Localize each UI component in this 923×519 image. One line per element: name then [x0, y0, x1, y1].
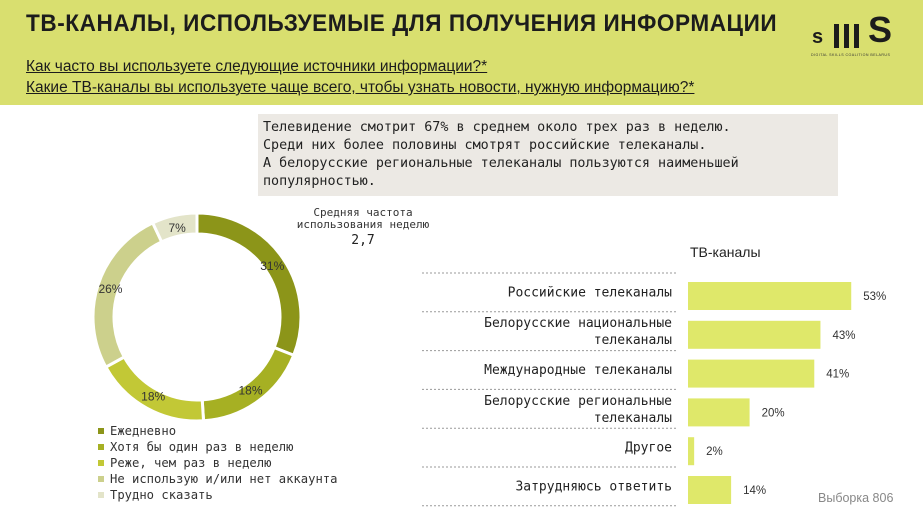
skills-logo: s S DIGITAL SKILLS COALITION BELARUS — [811, 9, 893, 58]
bar-value-label: 20% — [762, 407, 785, 419]
note-line: Среди них более половины смотрят российс… — [263, 138, 707, 153]
category-label: Белорусские региональные — [484, 394, 672, 409]
bar — [688, 476, 732, 504]
category-label: Белорусские национальные — [484, 316, 672, 331]
legend-swatch — [98, 428, 104, 434]
legend-label: Не использую и/или нет аккаунта — [110, 472, 338, 486]
survey-question-channels: Какие ТВ-каналы вы используете чаще всег… — [26, 79, 695, 96]
sample-size: Выборка 806 — [818, 491, 894, 505]
survey-question-frequency: Как часто вы используете следующие источ… — [26, 58, 488, 75]
legend-item: Не использую и/или нет аккаунта — [98, 471, 337, 487]
donut-value-label: 7% — [168, 221, 186, 235]
bar — [688, 398, 750, 427]
average-frequency-value: 2,7 — [351, 233, 375, 248]
bar-value-label: 53% — [863, 291, 886, 303]
bar-value-label: 43% — [832, 330, 855, 342]
legend-item: Трудно сказать — [98, 487, 337, 503]
legend-swatch — [98, 444, 104, 450]
summary-note: Телевидение смотрит 67% в среднем около … — [258, 114, 838, 196]
average-frequency-label: использования неделю — [296, 218, 430, 231]
donut-value-label: 18% — [141, 390, 165, 404]
tv-channels-title: ТВ-каналы — [690, 244, 761, 260]
donut-value-label: 26% — [98, 282, 122, 296]
bar — [688, 320, 821, 349]
donut-value-label: 31% — [260, 259, 284, 273]
average-frequency-label: Средняя частота — [313, 206, 413, 219]
legend-swatch — [98, 492, 104, 498]
legend-label: Ежедневно — [110, 424, 177, 438]
category-label: Другое — [625, 441, 672, 456]
legend-label: Трудно сказать — [110, 488, 213, 502]
category-label: Российские телеканалы — [508, 285, 673, 300]
category-label: Международные телеканалы — [484, 363, 672, 378]
page-title: ТВ-КАНАЛЫ, ИСПОЛЬЗУЕМЫЕ ДЛЯ ПОЛУЧЕНИЯ ИН… — [26, 10, 778, 37]
legend-swatch — [98, 476, 104, 482]
donut-slice — [150, 211, 199, 244]
note-line: Телевидение смотрит 67% в среднем около … — [263, 120, 731, 135]
bar — [688, 359, 815, 388]
header-banner — [0, 0, 923, 105]
category-label: телеканалы — [594, 333, 672, 348]
legend-label: Реже, чем раз в неделю — [110, 456, 272, 470]
average-frequency: Средняя частота использования неделю 2,7 — [283, 206, 443, 248]
tv-channels-bar-chart: Российские телеканалы 53% Белорусские наци… — [422, 272, 886, 507]
donut-legend: Ежедневно Хотя бы один раз в неделю Реже, … — [98, 423, 337, 503]
bar — [688, 282, 852, 310]
bar — [688, 437, 695, 466]
note-line: А белорусские региональные телеканалы по… — [263, 156, 739, 171]
bar-value-label: 14% — [743, 485, 766, 497]
category-label: Затрудняюсь ответить — [515, 479, 672, 494]
category-label: телеканалы — [594, 411, 672, 426]
legend-item: Ежедневно — [98, 423, 337, 439]
note-line: популярностью. — [263, 174, 376, 189]
frequency-donut-chart: 31% 18% 18% 26% 7% — [91, 211, 303, 423]
legend-swatch — [98, 460, 104, 466]
legend-item: Хотя бы один раз в неделю — [98, 439, 337, 455]
bar-value-label: 2% — [706, 446, 723, 458]
logo-subtitle: DIGITAL SKILLS COALITION BELARUS — [811, 53, 891, 57]
legend-label: Хотя бы один раз в неделю — [110, 440, 294, 454]
bar-value-label: 41% — [826, 369, 849, 381]
donut-value-label: 18% — [238, 384, 262, 398]
legend-item: Реже, чем раз в неделю — [98, 455, 337, 471]
